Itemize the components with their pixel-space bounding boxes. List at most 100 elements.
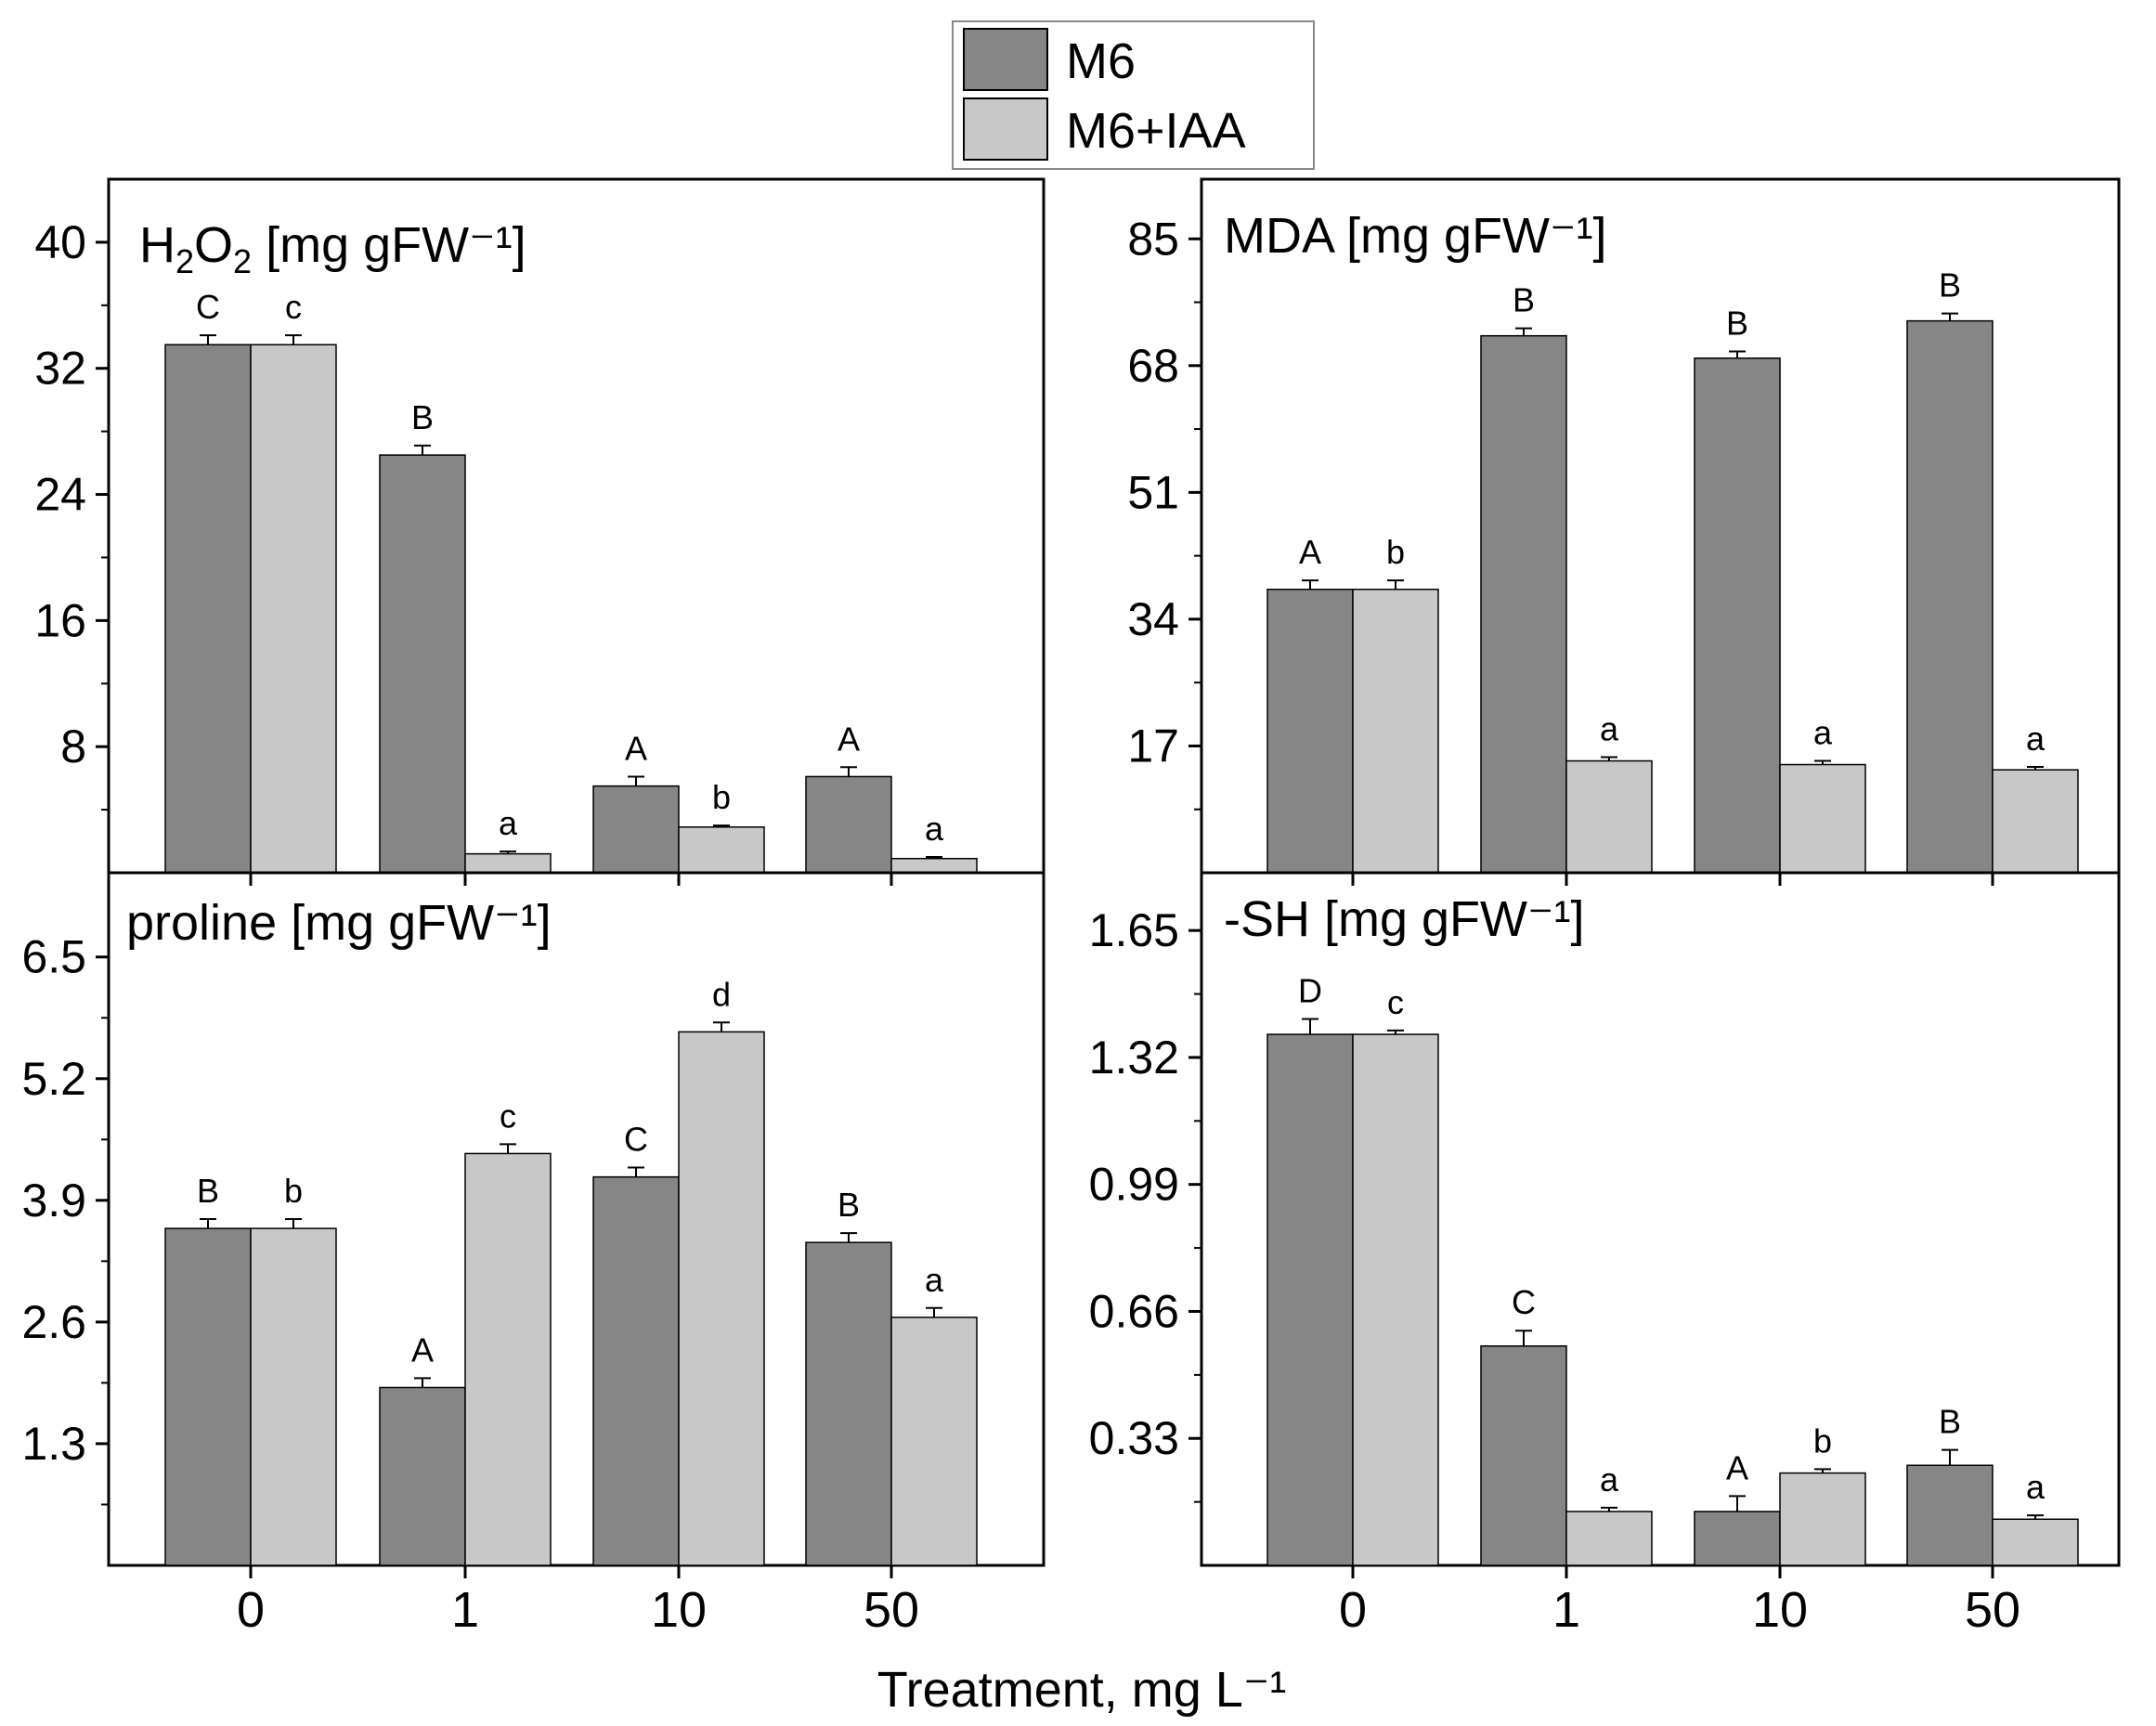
legend-label-m6: M6 — [1066, 33, 1136, 89]
h2o2-significance-letter: b — [712, 778, 731, 816]
sh-ytick-label: 1.65 — [1089, 904, 1179, 956]
h2o2-ytick-label: 8 — [60, 720, 86, 772]
h2o2-bar-m6 — [379, 454, 466, 874]
mda-ytick-label: 51 — [1127, 466, 1179, 518]
panel-h2o2: 8 16 24 32 40 C B A Ac a b a — [34, 177, 1046, 886]
mda-significance-letter: a — [2026, 720, 2046, 758]
mda-ytick-label: 34 — [1127, 593, 1179, 645]
proline-bar-m6-iaa — [464, 1152, 552, 1566]
sh-bar-m6 — [1480, 1345, 1567, 1566]
proline-bar-m6 — [592, 1175, 680, 1566]
panel-mda: 17 34 51 68 85 A B B Bb a a a — [1127, 177, 2121, 886]
x-tick-label: 1 — [451, 1582, 479, 1638]
proline-bar-m6 — [379, 1386, 466, 1566]
h2o2-significance-letter: B — [411, 398, 434, 436]
x-tick-label: 1 — [1552, 1582, 1580, 1638]
h2o2-significance-letter: a — [925, 810, 944, 848]
h2o2-bar-m6-iaa — [890, 857, 978, 874]
h2o2-title-unit: [mg gFW⁻¹] — [252, 217, 526, 273]
sh-bar-m6-iaa — [1779, 1472, 1866, 1566]
proline-ytick-label: 1.3 — [21, 1418, 86, 1470]
mda-ytick-label: 68 — [1127, 340, 1179, 392]
panel-sh: 0.33 0.66 0.99 1.32 1.65 D C A Bc a b a — [1089, 871, 2121, 1578]
proline-bar-m6 — [164, 1227, 252, 1566]
proline-significance-letter: c — [500, 1097, 516, 1135]
proline-significance-letter: b — [284, 1172, 303, 1210]
sh-bar-m6-iaa — [1352, 1033, 1439, 1566]
panel-title-sh: -SH [mg gFW⁻¹] — [1224, 891, 1585, 947]
sh-bar-m6 — [1266, 1033, 1354, 1566]
sh-significance-letter: C — [1512, 1283, 1536, 1321]
h2o2-significance-letter: A — [838, 720, 860, 758]
x-tick-label: 10 — [651, 1582, 707, 1638]
sh-significance-letter: c — [1387, 983, 1404, 1021]
x-tick-label: 0 — [1339, 1582, 1367, 1638]
sh-ytick-label: 0.33 — [1089, 1412, 1179, 1464]
mda-bar-m6 — [1906, 319, 1994, 874]
proline-ytick-label: 5.2 — [21, 1053, 86, 1105]
mda-bar-m6 — [1480, 334, 1567, 874]
mda-significance-letter: B — [1726, 305, 1748, 343]
proline-significance-letter: C — [624, 1121, 648, 1159]
proline-bar-m6-iaa — [678, 1031, 765, 1566]
h2o2-significance-letter: A — [625, 729, 647, 767]
sh-ytick-label: 0.66 — [1089, 1285, 1179, 1337]
h2o2-bar-m6-iaa — [250, 344, 337, 874]
mda-bar-m6 — [1266, 589, 1354, 874]
mda-significance-letter: B — [1513, 281, 1535, 319]
panel-title-h2o2: H2O2 [mg gFW⁻¹] — [139, 217, 526, 280]
panel-proline: 1.3 2.6 3.9 5.2 6.5 B A C Bb c d a — [21, 871, 1046, 1578]
x-tick-label: 50 — [864, 1582, 919, 1638]
proline-significance-letter: B — [197, 1172, 219, 1210]
h2o2-ytick-label: 24 — [34, 469, 86, 521]
sh-bar-m6-iaa — [1565, 1511, 1653, 1566]
proline-ytick-label: 2.6 — [21, 1296, 86, 1348]
mda-significance-letter: A — [1299, 533, 1321, 571]
h2o2-title-sub2: 2 — [233, 242, 252, 280]
sh-significance-letter: a — [1600, 1460, 1619, 1499]
proline-significance-letter: a — [925, 1261, 944, 1299]
mda-significance-letter: a — [1600, 710, 1619, 748]
mda-bar-m6 — [1694, 357, 1781, 874]
mda-bar-m6-iaa — [1565, 759, 1653, 874]
h2o2-title-sub1: 2 — [175, 242, 194, 280]
x-tick-label: 50 — [1965, 1582, 2020, 1638]
sh-ytick-label: 1.32 — [1089, 1032, 1179, 1084]
sh-bar-m6 — [1694, 1511, 1781, 1566]
mda-bar-m6-iaa — [1779, 763, 1866, 874]
legend-swatch-m6-iaa — [963, 97, 1048, 161]
proline-frame — [107, 871, 1046, 1567]
mda-significance-letter: B — [1939, 266, 1961, 305]
x-tick-label: 0 — [237, 1582, 265, 1638]
proline-ytick-label: 6.5 — [21, 931, 86, 983]
legend: M6 M6+IAA — [952, 20, 1315, 170]
sh-significance-letter: D — [1298, 971, 1322, 1009]
x-axis-title: Treatment, mg L⁻¹ — [877, 1662, 1287, 1718]
legend-swatch-m6 — [963, 28, 1048, 91]
legend-label-m6-iaa: M6+IAA — [1066, 103, 1246, 159]
panel-title-proline: proline [mg gFW⁻¹] — [126, 895, 552, 951]
proline-significance-letter: B — [838, 1186, 860, 1224]
sh-significance-letter: A — [1726, 1448, 1748, 1486]
x-tick-labels: 0 1 10 50 0 1 10 50 — [237, 1582, 2020, 1638]
proline-ytick-label: 3.9 — [21, 1174, 86, 1226]
proline-bar-m6 — [805, 1241, 892, 1566]
sh-significance-letter: b — [1813, 1421, 1832, 1460]
proline-bar-m6-iaa — [890, 1317, 978, 1566]
mda-significance-letter: a — [1813, 714, 1833, 752]
sh-ytick-label: 0.99 — [1089, 1159, 1179, 1211]
mda-bar-m6-iaa — [1352, 589, 1439, 874]
x-tick-label: 10 — [1752, 1582, 1808, 1638]
mda-bar-m6-iaa — [1992, 769, 2079, 874]
mda-significance-letter: b — [1386, 533, 1405, 571]
sh-bar-m6 — [1906, 1464, 1994, 1566]
h2o2-bar-m6 — [164, 344, 252, 874]
h2o2-bar-m6 — [592, 785, 680, 874]
h2o2-bar-m6-iaa — [464, 852, 552, 874]
mda-ytick-label: 17 — [1127, 720, 1179, 772]
h2o2-significance-letter: a — [499, 804, 518, 842]
sh-significance-letter: B — [1939, 1403, 1961, 1441]
sh-frame — [1200, 871, 2121, 1567]
h2o2-ytick-label: 40 — [34, 216, 86, 268]
